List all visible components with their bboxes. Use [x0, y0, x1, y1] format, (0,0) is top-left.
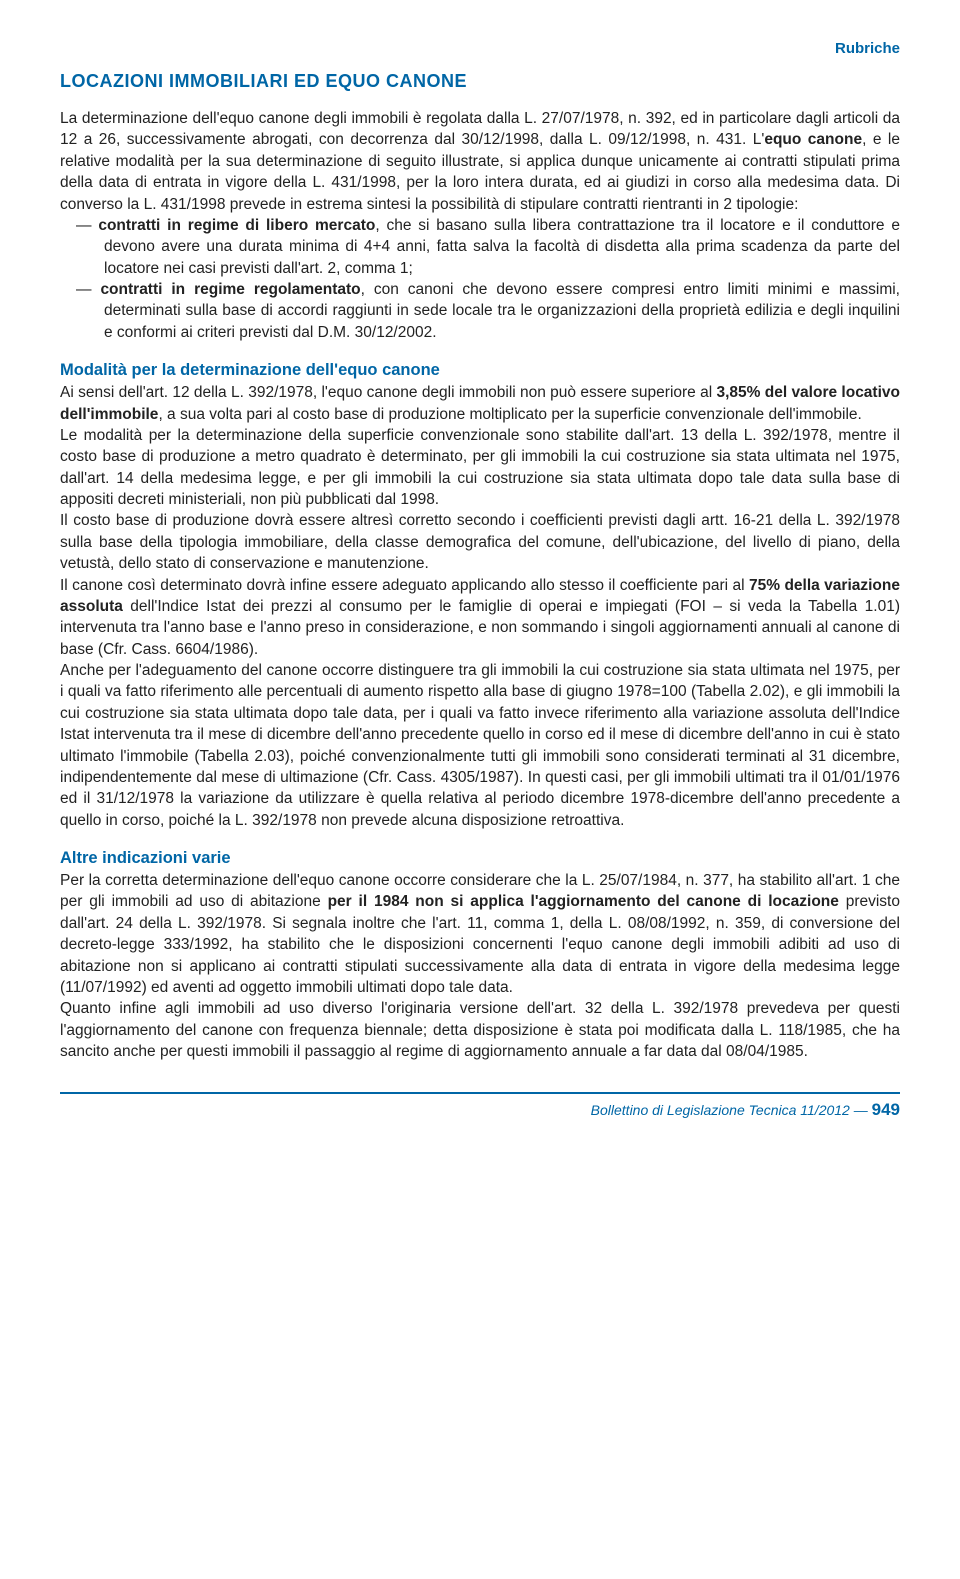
page-title: LOCAZIONI IMMOBILIARI ED EQUO CANONE — [60, 71, 900, 92]
sec1-p4: Il canone così determinato dovrà infine … — [60, 575, 900, 661]
page-number: 949 — [872, 1100, 900, 1119]
bold-1984: per il 1984 non si applica l'aggiornamen… — [328, 893, 839, 910]
sec2-p1: Per la corretta determinazione dell'equo… — [60, 870, 900, 998]
sec1-p3: Il costo base di produzione dovrà essere… — [60, 510, 900, 574]
bold-equo-canone: equo canone — [764, 131, 862, 148]
bullet-libero-mercato: — contratti in regime di libero mercato,… — [60, 215, 900, 279]
text: Il canone così determinato dovrà infine … — [60, 577, 749, 594]
footer-text: Bollettino di Legislazione Tecnica 11/20… — [591, 1102, 872, 1118]
text: dell'Indice Istat dei prezzi al consumo … — [60, 598, 900, 658]
sec1-p1: Ai sensi dell'art. 12 della L. 392/1978,… — [60, 382, 900, 425]
bold-regolamentato: contratti in regime regolamentato — [100, 281, 360, 298]
dash: — — [76, 217, 98, 234]
text: , a sua volta pari al costo base di prod… — [158, 406, 861, 423]
footer: Bollettino di Legislazione Tecnica 11/20… — [60, 1092, 900, 1120]
intro-paragraph: La determinazione dell'equo canone degli… — [60, 108, 900, 215]
bold-libero-mercato: contratti in regime di libero mercato — [98, 217, 375, 234]
sec2-p2: Quanto infine agli immobili ad uso diver… — [60, 998, 900, 1062]
bullet-regolamentato: — contratti in regime regolamentato, con… — [60, 279, 900, 343]
sec1-p2: Le modalità per la determinazione della … — [60, 425, 900, 511]
rubriche-label: Rubriche — [60, 40, 900, 57]
section-header-modalita: Modalità per la determinazione dell'equo… — [60, 361, 900, 380]
section-header-altre: Altre indicazioni varie — [60, 849, 900, 868]
dash: — — [76, 281, 100, 298]
sec1-p5: Anche per l'adeguamento del canone occor… — [60, 660, 900, 831]
text: Ai sensi dell'art. 12 della L. 392/1978,… — [60, 384, 716, 401]
